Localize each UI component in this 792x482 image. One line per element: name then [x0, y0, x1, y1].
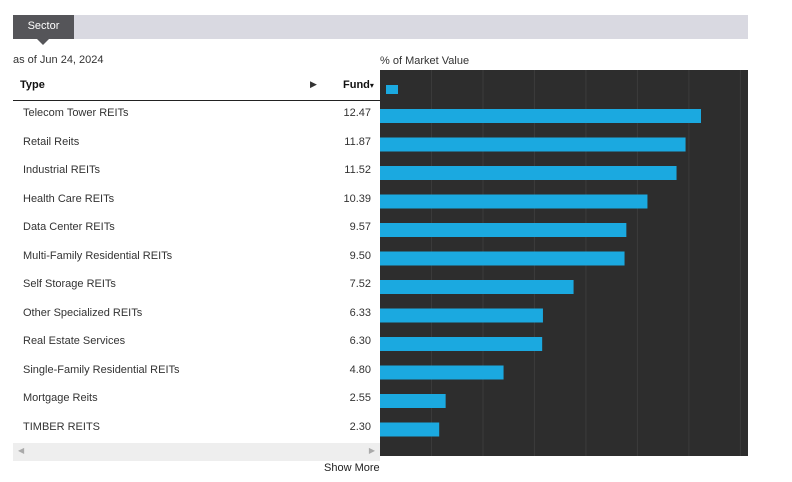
tab-active-caret	[37, 39, 49, 45]
table-row: Telecom Tower REITs 12.47	[13, 100, 380, 128]
bar-11	[380, 394, 446, 408]
table-row: Other Specialized REITs 6.33	[13, 300, 380, 328]
bar-4	[380, 194, 648, 209]
table-row: Retail Reits 11.87	[13, 129, 380, 157]
table-row: Industrial REITs 11.52	[13, 157, 380, 185]
as-of-date: as of Jun 24, 2024	[13, 54, 104, 66]
bar-9	[380, 337, 543, 351]
scroll-left-icon[interactable]: ◀	[18, 446, 25, 455]
row-type-label: TIMBER REITS	[23, 420, 101, 433]
horizontal-scrollbar[interactable]: ◀ ▶	[13, 443, 380, 461]
row-type-label: Retail Reits	[23, 135, 80, 148]
row-fund-value: 12.47	[343, 107, 371, 119]
row-type-label: Mortgage Reits	[23, 392, 98, 404]
table-row: Single-Family Residential REITs 4.80	[13, 357, 380, 385]
row-type-label: Data Center REITs	[23, 221, 115, 233]
table-header: Type ▶ Fund▾	[13, 72, 380, 101]
row-fund-value: 9.57	[349, 221, 371, 233]
row-fund-value: 2.55	[349, 392, 371, 404]
fund-header-label: Fund	[343, 79, 370, 91]
sort-down-icon: ▾	[369, 81, 374, 90]
bar-1	[380, 109, 701, 123]
bar-7	[380, 280, 574, 294]
row-fund-value: 2.30	[349, 420, 371, 433]
legend-swatch	[386, 85, 398, 94]
table-row: TIMBER REITS 2.30	[13, 414, 380, 442]
table-row: Data Center REITs 9.57	[13, 214, 380, 242]
chart-unit-label: % of Market Value	[380, 55, 470, 67]
row-fund-value: 10.39	[343, 192, 371, 205]
row-type-label: Industrial REITs	[23, 164, 101, 176]
tab-strip	[13, 15, 748, 39]
row-type-label: Real Estate Services	[23, 335, 126, 347]
bar-10	[380, 365, 504, 380]
bar-8	[380, 308, 543, 323]
row-fund-value: 6.33	[349, 306, 371, 319]
column-header-type: Type	[20, 79, 45, 91]
scroll-right-icon[interactable]: ▶	[368, 446, 375, 455]
table-row: Self Storage REITs 7.52	[13, 271, 380, 299]
table-row: Health Care REITs 10.39	[13, 186, 380, 214]
table-row: Mortgage Reits 2.55	[13, 385, 380, 413]
table-row: Multi-Family Residential REITs 9.50	[13, 243, 380, 271]
bar-2	[380, 137, 686, 152]
row-type-label: Single-Family Residential REITs	[23, 363, 180, 376]
row-fund-value: 9.50	[349, 249, 371, 262]
row-type-label: Other Specialized REITs	[23, 306, 143, 319]
sector-bar-chart	[380, 70, 748, 456]
row-type-label: Self Storage REITs	[23, 278, 116, 290]
bar-3	[380, 166, 677, 180]
row-fund-value: 6.30	[349, 335, 371, 347]
show-more-link[interactable]: Show More	[324, 462, 380, 474]
row-type-label: Health Care REITs	[23, 192, 115, 205]
bar-5	[380, 223, 627, 237]
row-type-label: Multi-Family Residential REITs	[23, 249, 173, 262]
row-type-label: Telecom Tower REITs	[23, 107, 129, 119]
row-fund-value: 4.80	[349, 363, 371, 376]
row-fund-value: 7.52	[349, 278, 371, 290]
table-row: Real Estate Services 6.30	[13, 328, 380, 356]
bar-12	[380, 422, 440, 437]
expand-arrow-icon[interactable]: ▶	[310, 79, 317, 89]
bar-6	[380, 251, 625, 266]
row-fund-value: 11.87	[344, 135, 371, 148]
tab-sector[interactable]: Sector	[13, 15, 74, 39]
column-header-fund[interactable]: Fund▾	[343, 79, 374, 91]
row-fund-value: 11.52	[344, 164, 371, 176]
